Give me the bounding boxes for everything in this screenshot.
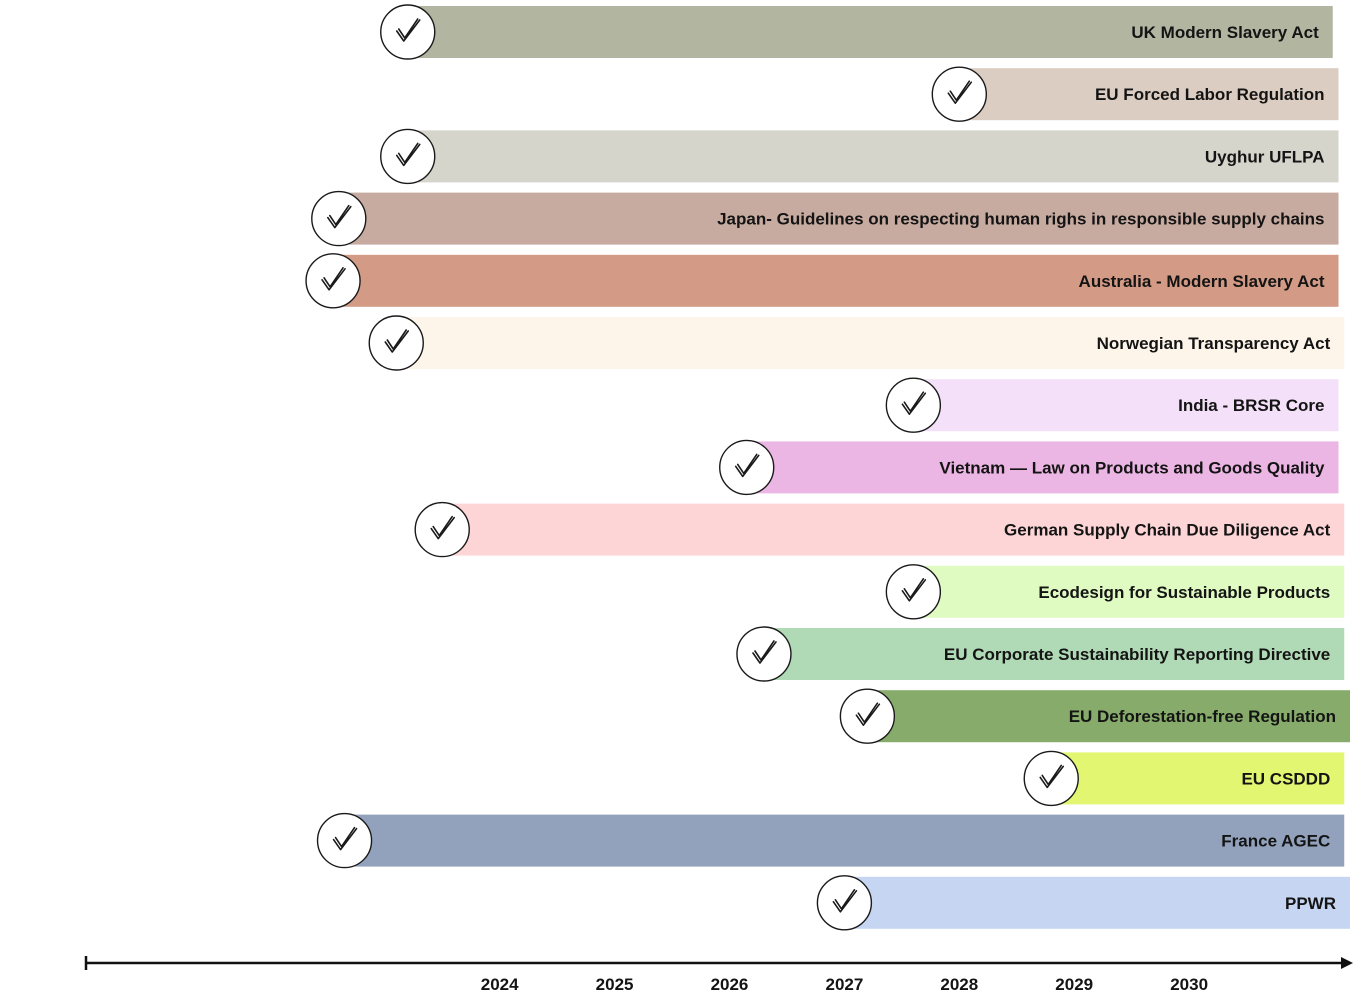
timeline-row: Uyghur UFLPA bbox=[380, 128, 1339, 185]
check-circle-icon bbox=[1023, 750, 1079, 807]
timeline-row: PPWR bbox=[816, 875, 1350, 931]
axis-arrowhead bbox=[1341, 957, 1353, 969]
check-circle-icon bbox=[839, 688, 896, 744]
tick-label: 2030 bbox=[1170, 975, 1208, 994]
bar-label: UK Modern Slavery Act bbox=[1131, 23, 1319, 42]
tick-label: 2025 bbox=[596, 975, 634, 994]
check-circle-icon bbox=[316, 812, 373, 869]
checkmark-icon bbox=[327, 204, 352, 229]
timeline-bar bbox=[338, 192, 1339, 245]
timeline-row: Japan- Guidelines on respecting human ri… bbox=[311, 190, 1339, 247]
checkmark-icon bbox=[901, 391, 927, 415]
timeline-row: Australia - Modern Slavery Act bbox=[305, 253, 1339, 309]
check-circle-icon bbox=[380, 4, 436, 60]
timeline-bar bbox=[407, 6, 1333, 58]
checkmark-icon bbox=[832, 889, 858, 913]
bar-label: EU Forced Labor Regulation bbox=[1095, 85, 1325, 104]
check-circle-icon bbox=[816, 875, 873, 931]
check-circle-icon bbox=[719, 439, 775, 496]
checkmark-icon bbox=[395, 18, 421, 42]
timeline-row: EU Forced Labor Regulation bbox=[931, 66, 1339, 122]
tick-label: 2028 bbox=[940, 975, 978, 994]
bar-label: German Supply Chain Due Diligence Act bbox=[1004, 521, 1331, 540]
checkmark-icon bbox=[734, 453, 760, 478]
timeline-bar bbox=[407, 130, 1339, 183]
timeline-row: EU Corporate Sustainability Reporting Di… bbox=[736, 626, 1345, 682]
check-circle-icon bbox=[736, 626, 792, 682]
tick-label: 2024 bbox=[481, 975, 519, 994]
timeline-bar bbox=[442, 503, 1345, 556]
check-circle-icon bbox=[311, 190, 367, 247]
checkmark-icon bbox=[430, 515, 456, 540]
timeline-row: Vietnam — Law on Products and Goods Qual… bbox=[719, 439, 1339, 496]
timeline-row: Norwegian Transparency Act bbox=[368, 315, 1345, 371]
timeline-bar bbox=[396, 317, 1345, 369]
bar-label: Ecodesign for Sustainable Products bbox=[1038, 583, 1330, 602]
checkmark-icon bbox=[395, 142, 421, 167]
bar-label: EU Corporate Sustainability Reporting Di… bbox=[944, 645, 1330, 664]
checkmark-icon bbox=[752, 640, 777, 664]
check-circle-icon bbox=[885, 564, 942, 620]
bar-label: Norwegian Transparency Act bbox=[1097, 334, 1331, 353]
timeline-bar bbox=[913, 379, 1339, 432]
checkmark-icon bbox=[321, 267, 346, 291]
tick-labels: 2024 2025 2026 2027 2028 2029 2030 bbox=[481, 975, 1208, 994]
timeline-bar bbox=[333, 254, 1339, 307]
bar-label: Japan- Guidelines on respecting human ri… bbox=[717, 210, 1324, 229]
check-circle-icon bbox=[305, 253, 361, 309]
bar-label: Uyghur UFLPA bbox=[1205, 147, 1325, 166]
checkmark-icon bbox=[332, 826, 358, 851]
check-circle-icon bbox=[368, 315, 424, 371]
checkmark-icon bbox=[1039, 764, 1065, 789]
check-circle-icon bbox=[414, 501, 470, 558]
bar-label: India - BRSR Core bbox=[1178, 396, 1324, 415]
check-circle-icon bbox=[931, 66, 988, 122]
timeline-bar bbox=[913, 565, 1345, 618]
check-circle-icon bbox=[380, 128, 436, 185]
timeline-bar bbox=[1051, 752, 1345, 805]
bars-layer: UK Modern Slavery Act EU Forced Labor Reg… bbox=[305, 4, 1350, 931]
check-circle-icon bbox=[885, 377, 942, 433]
timeline-row: France AGEC bbox=[316, 812, 1345, 869]
tick-label: 2029 bbox=[1055, 975, 1093, 994]
bar-label: Vietnam — Law on Products and Goods Qual… bbox=[939, 458, 1325, 477]
checkmark-icon bbox=[384, 329, 410, 353]
timeline-row: EU Deforestation-free Regulation bbox=[839, 688, 1350, 744]
timeline-row: Ecodesign for Sustainable Products bbox=[885, 564, 1345, 620]
checkmark-icon bbox=[855, 702, 881, 726]
timeline-bar bbox=[844, 876, 1350, 929]
checkmark-icon bbox=[901, 578, 927, 602]
timeline-bar bbox=[763, 628, 1345, 680]
timeline-row: India - BRSR Core bbox=[885, 377, 1339, 433]
tick-label: 2027 bbox=[825, 975, 863, 994]
timeline-bar bbox=[959, 68, 1339, 121]
bar-label: EU CSDDD bbox=[1241, 769, 1330, 788]
bar-label: Australia - Modern Slavery Act bbox=[1079, 272, 1325, 291]
checkmark-icon bbox=[947, 80, 973, 104]
bar-label: France AGEC bbox=[1221, 832, 1330, 851]
timeline-bar bbox=[867, 690, 1350, 743]
timeline-row: EU CSDDD bbox=[1023, 750, 1345, 807]
bar-label: PPWR bbox=[1285, 894, 1336, 913]
time-axis bbox=[84, 956, 1353, 970]
bar-label: EU Deforestation-free Regulation bbox=[1069, 707, 1336, 726]
timeline-bar bbox=[746, 441, 1339, 494]
tick-label: 2026 bbox=[711, 975, 749, 994]
timeline-bar bbox=[344, 814, 1345, 867]
timeline-row: German Supply Chain Due Diligence Act bbox=[414, 501, 1345, 558]
timeline-row: UK Modern Slavery Act bbox=[380, 4, 1333, 60]
